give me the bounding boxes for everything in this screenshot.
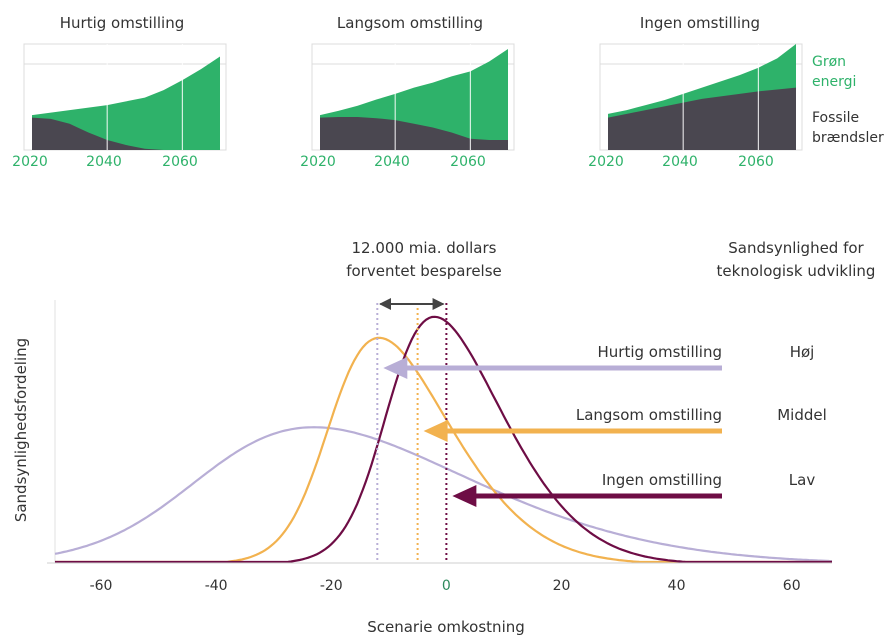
probability-label: Middel (777, 406, 827, 424)
small-chart-none: Ingen omstilling 2020 2040 2060 (588, 14, 803, 170)
density-curve-2 (55, 315, 832, 564)
scenario-label: Ingen omstilling (602, 471, 722, 489)
density-curve-1 (55, 336, 832, 564)
probability-header-line1: Sandsynlighed for (728, 239, 864, 257)
x-tick-label: 0 (442, 578, 451, 594)
tick-2020: 2020 (300, 154, 336, 170)
tick-2060: 2060 (450, 154, 486, 170)
tick-2020: 2020 (588, 154, 624, 170)
legend-text: Grøn (812, 54, 846, 70)
density-curve-0 (54, 426, 833, 563)
tick-2040: 2040 (86, 154, 122, 170)
x-axis-label: Scenarie omkostning (367, 618, 525, 636)
area-green-energy (32, 56, 220, 150)
x-tick-label: 60 (783, 578, 801, 594)
savings-label-line1: 12.000 mia. dollars (352, 239, 497, 257)
legend-fossil-fuels: Fossile brændsler (812, 110, 884, 146)
scenario-arrow-head (423, 420, 448, 442)
tick-2060: 2060 (162, 154, 198, 170)
tick-2020: 2020 (12, 154, 48, 170)
x-tick-label: 40 (668, 578, 686, 594)
x-tick-label: -20 (320, 578, 343, 594)
scenario-label: Hurtig omstilling (598, 343, 722, 361)
probability-header-line2: teknologisk udvikling (717, 262, 876, 280)
legend-green-energy: Grøn energi (812, 54, 856, 90)
small-chart-legend: Grøn energi Fossile brændsler (812, 54, 884, 146)
small-chart-title: Hurtig omstilling (60, 14, 184, 32)
main-curves (54, 315, 833, 564)
scenario-arrows: Hurtig omstilling Høj Langsom omstilling Mi… (383, 343, 827, 507)
tick-2040: 2040 (374, 154, 410, 170)
area-fossil-fuels (320, 116, 508, 150)
area-fossil-fuels (608, 87, 796, 150)
small-chart-slow: Langsom omstilling 2020 2040 2060 (300, 14, 515, 170)
x-tick-label: -60 (90, 578, 113, 594)
small-chart-title: Langsom omstilling (337, 14, 483, 32)
x-tick-label: 20 (553, 578, 571, 594)
legend-text: brændsler (812, 130, 884, 146)
legend-text: energi (812, 74, 856, 90)
main-chart: 12.000 mia. dollars forventet besparelse… (12, 239, 875, 636)
y-axis-label: Sandsynlighedsfordeling (12, 338, 30, 522)
scenario-arrow-head (452, 485, 477, 507)
scenario-label: Langsom omstilling (576, 406, 722, 424)
x-tick-label: -40 (205, 578, 228, 594)
savings-label-line2: forventet besparelse (346, 262, 502, 280)
small-chart-fast: Hurtig omstilling 2020 2040 2060 (12, 14, 227, 170)
tick-2060: 2060 (738, 154, 774, 170)
small-chart-title: Ingen omstilling (640, 14, 760, 32)
scenario-arrow-head (383, 357, 408, 379)
legend-text: Fossile (812, 110, 859, 126)
probability-label: Lav (789, 471, 816, 489)
tick-2040: 2040 (662, 154, 698, 170)
probability-label: Høj (790, 343, 815, 361)
x-axis-ticks: -60 -40 -20 0 20 40 60 (90, 578, 801, 594)
area-fossil-fuels (32, 117, 220, 150)
